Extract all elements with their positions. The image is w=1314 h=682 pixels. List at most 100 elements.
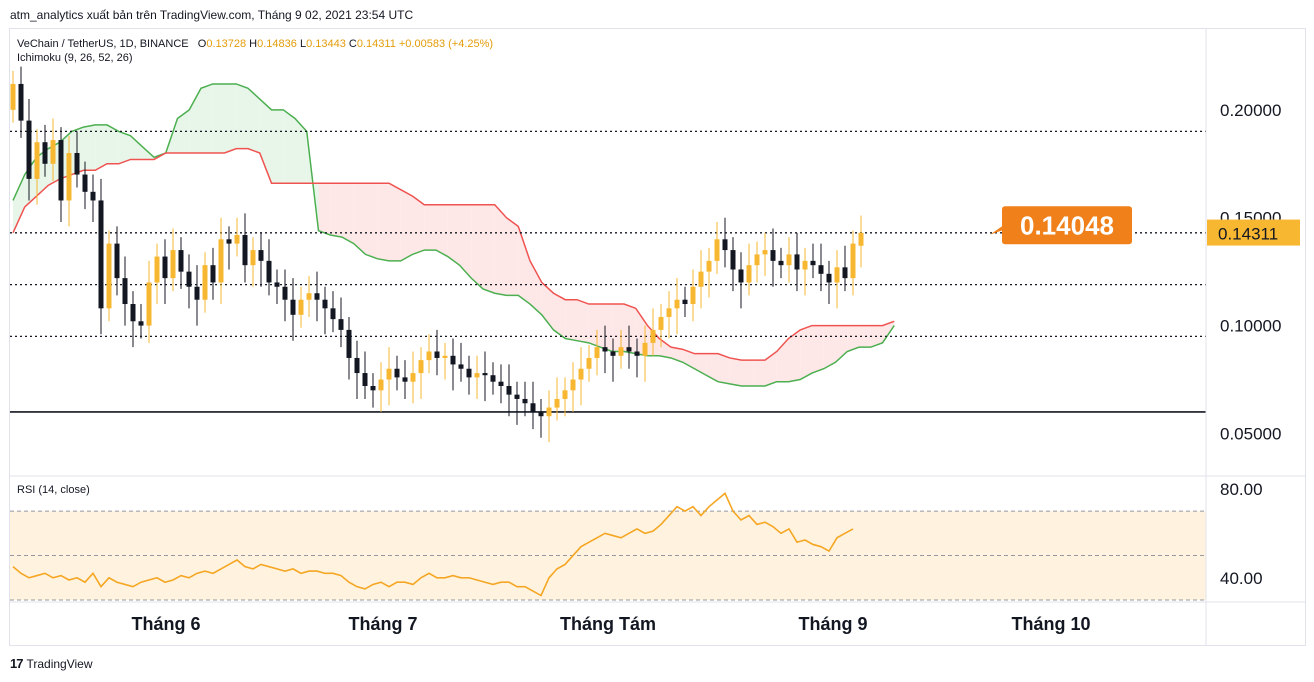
candle-body [322, 299, 328, 309]
cloud-segment [847, 325, 859, 352]
candle-body [498, 381, 504, 387]
candle-body [338, 319, 344, 330]
last-price-tag [1207, 219, 1300, 246]
symbol-legend: VeChain / TetherUS, 1D, BINANCE O0.13728… [17, 36, 493, 52]
candle-body [490, 375, 496, 382]
candle-body [42, 142, 48, 164]
candle-body [794, 254, 800, 270]
cloud-segment [13, 174, 25, 233]
candle-body [826, 273, 832, 283]
candle-body [570, 379, 576, 391]
cloud-segment [494, 204, 507, 296]
candle-body [722, 239, 728, 251]
candle-body [650, 329, 656, 343]
ohlc-high: H0.14836 [249, 38, 297, 50]
cloud-segment [788, 329, 801, 382]
cloud-segment [459, 204, 472, 279]
candle-body [58, 140, 64, 201]
candle-body [378, 379, 384, 391]
candle-body [282, 286, 288, 300]
candle-body [394, 368, 400, 378]
senkou-span-a [12, 83, 895, 387]
candle-body [130, 304, 136, 322]
callout-pointer [990, 224, 1020, 235]
candle-body [786, 254, 792, 266]
candle-body [66, 152, 72, 201]
candle-body [426, 351, 432, 361]
tradingview-logo[interactable]: 17 TradingView [10, 656, 93, 671]
time-tick-label: Tháng 10 [1011, 614, 1090, 634]
candle-body [778, 260, 784, 266]
cloud-segment [130, 135, 143, 160]
cloud-segment [729, 357, 742, 387]
cloud-segment [377, 183, 389, 261]
candle-body [602, 347, 608, 352]
tradingview-brand: TradingView [26, 656, 93, 671]
candle-body [34, 142, 40, 179]
cloud-segment [177, 109, 190, 153]
axes: 0.200000.150000.100000.050000.14311Tháng… [10, 28, 1305, 645]
cloud-segment [424, 204, 436, 251]
cloud-segment [600, 304, 613, 352]
candle-body [834, 267, 840, 283]
cloud-segment [389, 183, 401, 261]
candle-body [642, 342, 648, 356]
candle-body [314, 293, 320, 300]
candle-body [506, 386, 512, 395]
candle-body [250, 250, 256, 266]
cloud-segment [283, 109, 295, 184]
candle-body [106, 243, 112, 309]
candle-body [386, 368, 392, 380]
candle-body [178, 250, 184, 272]
candle-body [226, 239, 232, 244]
candle-body [586, 357, 592, 369]
cloud-segment [659, 338, 671, 358]
cloud-segment [483, 204, 495, 294]
cloud-segment [436, 204, 448, 257]
cloud-segment [471, 204, 483, 289]
cloud-segment [212, 83, 225, 153]
cloud-segment [753, 360, 765, 387]
cloud-segment [353, 183, 366, 255]
ohlc-low: L0.13443 [299, 38, 346, 50]
candle-body [266, 260, 272, 283]
price-tick-label: 0.05000 [1220, 424, 1281, 443]
cloud-segment [236, 83, 248, 149]
cloud-segment [859, 325, 871, 348]
price-tick-label: 0.10000 [1220, 317, 1281, 336]
cloud-segment [765, 351, 777, 387]
rsi-tick-label: 40.00 [1220, 569, 1263, 588]
tradingview-logo-icon: 17 [10, 656, 24, 671]
candle-body [82, 174, 88, 192]
rsi-label[interactable]: RSI (14, close) [17, 484, 90, 496]
candle-body [522, 398, 528, 404]
cloud-segment [271, 109, 284, 184]
cloud-segment [295, 118, 307, 184]
candle-body [26, 120, 32, 179]
candle-body [698, 271, 704, 287]
cloud-segment [612, 304, 624, 352]
callout-label: 0.14048 [1020, 210, 1114, 240]
candle-body [370, 386, 376, 391]
rsi-tick-label: 80.00 [1220, 480, 1263, 499]
candle-body [242, 234, 248, 266]
candle-body [186, 271, 192, 287]
ichimoku-label[interactable]: Ichimoku (9, 26, 52, 26) [17, 52, 133, 64]
cloud-segment [553, 293, 566, 339]
candle-body [842, 267, 848, 279]
candle-body [154, 256, 160, 283]
price-tick-label: 0.20000 [1220, 101, 1281, 120]
candle-body [306, 293, 312, 300]
cloud-segment [201, 83, 213, 153]
candle-body [122, 278, 128, 305]
cloud-segment [118, 131, 131, 164]
candle-body [562, 390, 568, 399]
candle-body [618, 347, 624, 356]
cloud-segment [823, 325, 836, 369]
candle-body [18, 83, 24, 121]
rsi-line [12, 492, 854, 597]
candle-body [418, 360, 424, 374]
candle-body [610, 351, 616, 356]
candle-body [458, 364, 464, 369]
